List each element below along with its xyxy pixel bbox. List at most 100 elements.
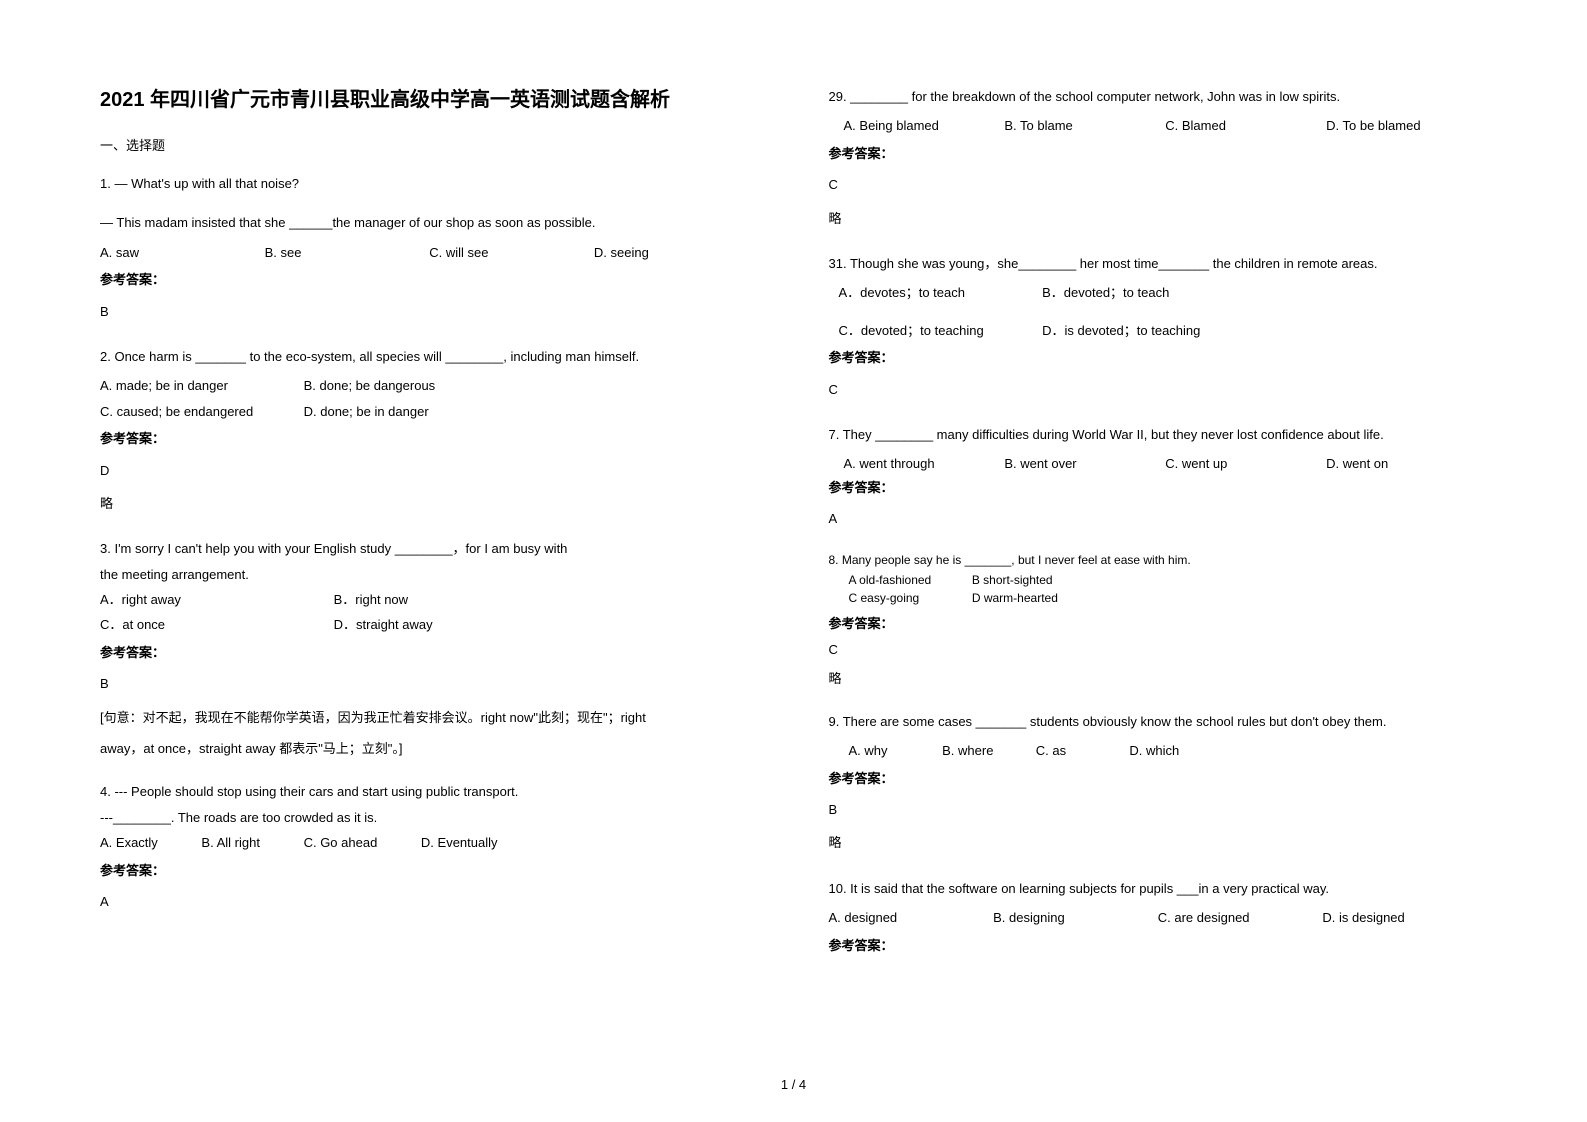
question-10: 10. It is said that the software on lear… [829, 877, 1488, 965]
answer-label: 参考答案： [100, 268, 759, 291]
options-row: C．at once D．straight away [100, 613, 759, 636]
answer-value: D [100, 459, 759, 482]
option-c: C．devoted；to teaching [839, 319, 1039, 342]
answer-value: C [829, 173, 1488, 196]
option-b: B. designing [993, 906, 1158, 929]
answer-label: 参考答案： [100, 641, 759, 664]
options-row: A. saw B. see C. will see D. seeing [100, 241, 759, 264]
option-d: D. went on [1326, 452, 1487, 475]
option-d: D. done; be in danger [304, 404, 429, 419]
question-7: 7. They ________ many difficulties durin… [829, 423, 1488, 541]
question-1: 1. — What's up with all that noise? — Th… [100, 172, 759, 333]
skip-text: 略 [100, 492, 759, 515]
question-text: 8. Many people say he is _______, but I … [829, 552, 1488, 569]
option-a: A old-fashioned [849, 571, 969, 589]
option-a: A. saw [100, 241, 265, 264]
option-b: B. To blame [1004, 114, 1165, 137]
answer-value: B [100, 300, 759, 323]
option-d: D．straight away [334, 617, 433, 632]
option-c: C. caused; be endangered [100, 400, 300, 423]
answer-label: 参考答案： [829, 476, 1488, 499]
skip-text: 略 [829, 207, 1488, 230]
option-d: D. which [1129, 739, 1219, 762]
document-title: 2021 年四川省广元市青川县职业高级中学高一英语测试题含解析 [100, 85, 759, 115]
option-d: D. To be blamed [1326, 114, 1487, 137]
skip-text: 略 [829, 670, 1488, 688]
option-a: A. why [849, 739, 939, 762]
question-text: 29. ________ for the breakdown of the sc… [829, 85, 1488, 108]
option-b: B. All right [201, 831, 260, 854]
options-row: C easy-going D warm-hearted [849, 589, 1488, 607]
options-row: A. made; be in danger B. done; be danger… [100, 374, 759, 397]
option-a: A．right away [100, 588, 330, 611]
question-text: 2. Once harm is _______ to the eco-syste… [100, 345, 759, 368]
question-text: 10. It is said that the software on lear… [829, 877, 1488, 900]
options-row: A old-fashioned B short-sighted [849, 571, 1488, 589]
option-c: C easy-going [849, 589, 969, 607]
page-number: 1 / 4 [781, 1077, 806, 1092]
option-b: B. went over [1004, 452, 1165, 475]
question-text: 1. — What's up with all that noise? [100, 172, 759, 195]
question-text: 31. Though she was young，she________ her… [829, 252, 1488, 275]
answer-value: C [829, 378, 1488, 401]
page-container: 2021 年四川省广元市青川县职业高级中学高一英语测试题含解析 一、选择题 1.… [100, 85, 1487, 1045]
options-row: A. Being blamed B. To blame C. Blamed D.… [829, 114, 1488, 137]
option-c: C. Go ahead [304, 831, 378, 854]
hint-text: [句意：对不起，我现在不能帮你学英语，因为我正忙着安排会议。right now"… [100, 706, 759, 729]
option-c: C. went up [1165, 452, 1326, 475]
hint-text: away，at once，straight away 都表示"马上；立刻"。] [100, 737, 759, 760]
answer-label: 参考答案： [829, 346, 1488, 369]
options-row: A．devotes；to teach B．devoted；to teach [829, 281, 1488, 304]
question-text: 7. They ________ many difficulties durin… [829, 423, 1488, 446]
option-b: B. done; be dangerous [304, 378, 436, 393]
answer-value: B [100, 672, 759, 695]
option-b: B short-sighted [972, 573, 1053, 587]
option-d: D warm-hearted [972, 591, 1058, 605]
question-2: 2. Once harm is _______ to the eco-syste… [100, 345, 759, 525]
option-d: D. seeing [594, 241, 759, 264]
answer-label: 参考答案： [100, 427, 759, 450]
option-d: D. is designed [1322, 906, 1487, 929]
question-9: 9. There are some cases _______ students… [829, 710, 1488, 865]
answer-value: A [829, 507, 1488, 530]
options-row: C. caused; be endangered D. done; be in … [100, 400, 759, 423]
option-a: A. made; be in danger [100, 374, 300, 397]
question-3: 3. I'm sorry I can't help you with your … [100, 537, 759, 768]
skip-text: 略 [829, 831, 1488, 854]
question-8: 8. Many people say he is _______, but I … [829, 552, 1488, 697]
question-text: — This madam insisted that she ______the… [100, 211, 759, 234]
answer-label: 参考答案： [829, 142, 1488, 165]
options-row: A．right away B．right now [100, 588, 759, 611]
answer-value: C [829, 641, 1488, 659]
option-d: D. Eventually [421, 831, 498, 854]
option-a: A. designed [829, 906, 994, 929]
option-c: C. will see [429, 241, 594, 264]
option-c: C．at once [100, 613, 330, 636]
section-header: 一、选择题 [100, 135, 759, 154]
option-c: C. as [1036, 739, 1126, 762]
options-row: C．devoted；to teaching D．is devoted；to te… [829, 319, 1488, 342]
left-column: 2021 年四川省广元市青川县职业高级中学高一英语测试题含解析 一、选择题 1.… [100, 85, 759, 1045]
option-a: A. Being blamed [844, 114, 1005, 137]
question-text: the meeting arrangement. [100, 563, 759, 586]
question-text: 9. There are some cases _______ students… [829, 710, 1488, 733]
question-29: 29. ________ for the breakdown of the sc… [829, 85, 1488, 240]
options-row: A. Exactly B. All right C. Go ahead D. E… [100, 831, 759, 854]
answer-label: 参考答案： [100, 859, 759, 882]
option-a: A. Exactly [100, 831, 158, 854]
options-row: A. designed B. designing C. are designed… [829, 906, 1488, 929]
option-a: A. went through [844, 452, 1005, 475]
option-d: D．is devoted；to teaching [1042, 323, 1200, 338]
answer-label: 参考答案： [829, 767, 1488, 790]
answer-label: 参考答案： [829, 615, 1488, 633]
question-text: 4. --- People should stop using their ca… [100, 780, 759, 803]
answer-label: 参考答案： [829, 934, 1488, 957]
option-c: C. Blamed [1165, 114, 1326, 137]
option-b: B．right now [334, 592, 408, 607]
answer-value: B [829, 798, 1488, 821]
options-row: A. why B. where C. as D. which [829, 739, 1488, 762]
answer-value: A [100, 890, 759, 913]
option-b: B．devoted；to teach [1042, 285, 1169, 300]
question-4: 4. --- People should stop using their ca… [100, 780, 759, 923]
question-31: 31. Though she was young，she________ her… [829, 252, 1488, 411]
